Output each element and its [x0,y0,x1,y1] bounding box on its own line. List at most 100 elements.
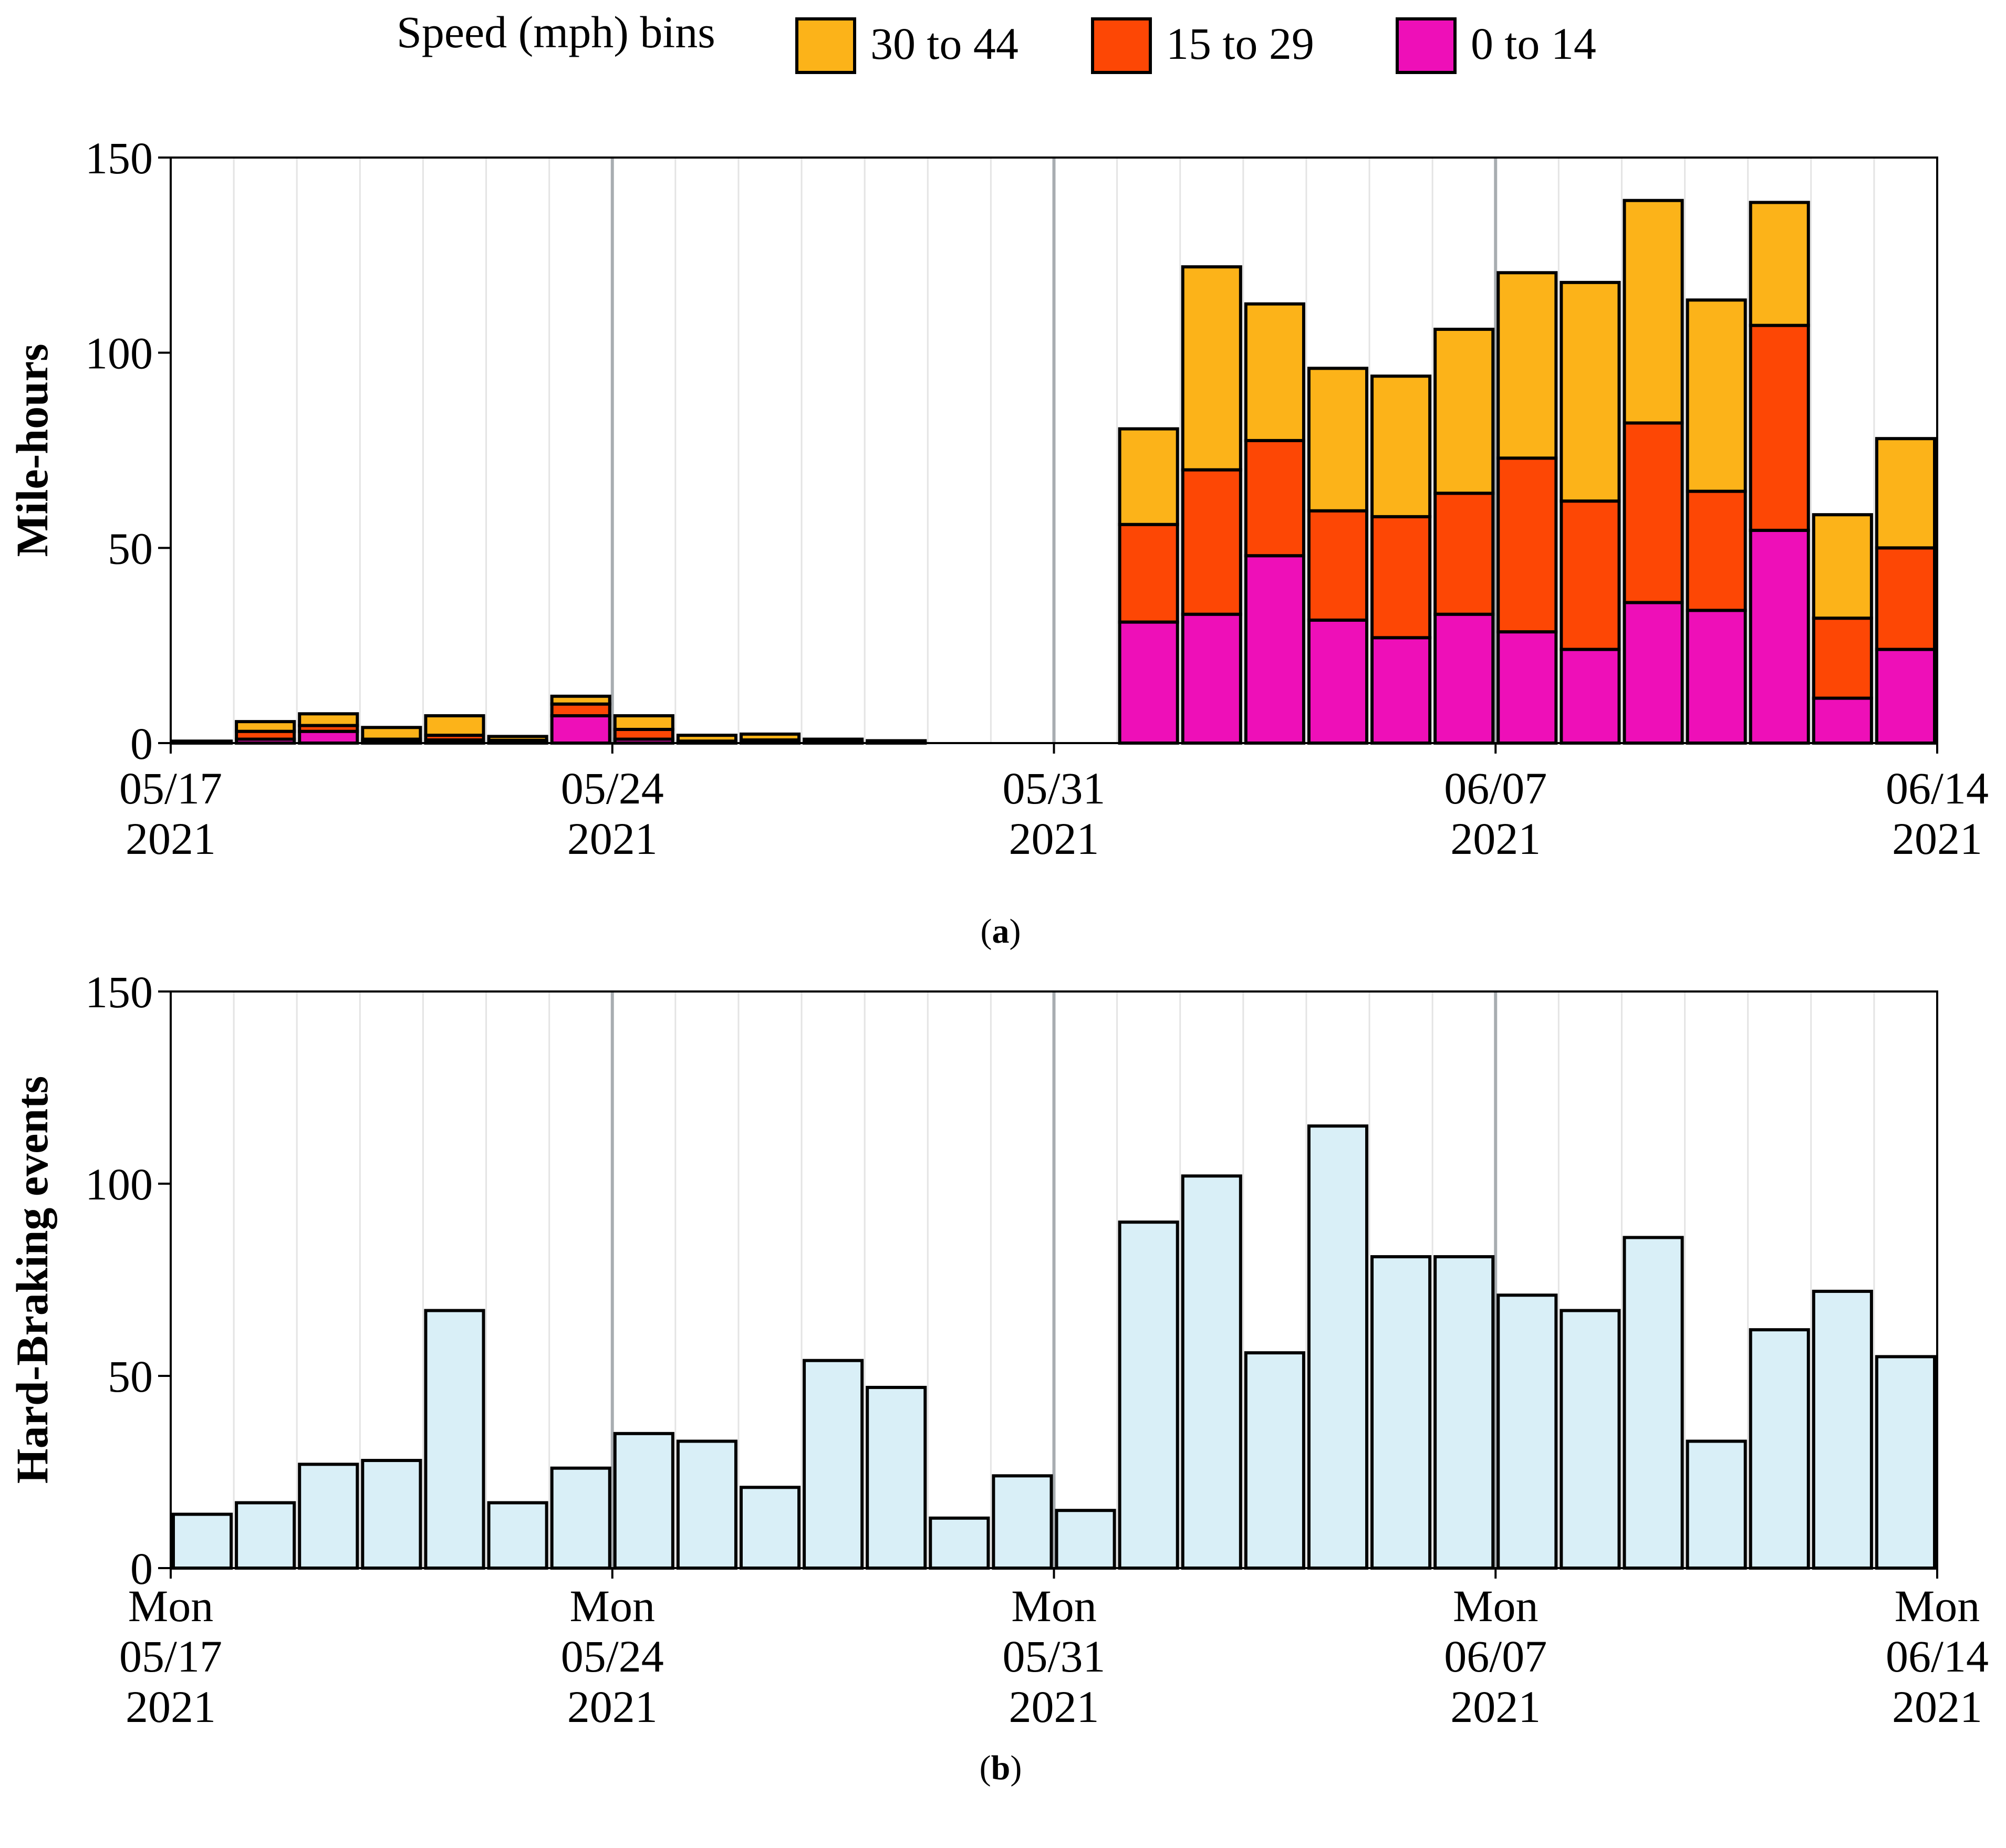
bar-2021-06-03 [1244,1351,1305,1570]
bar-2021-05-30 [992,1474,1053,1570]
bar-2021-06-09 [1623,1236,1684,1570]
bar-2021-06-02 [1181,1174,1242,1570]
x-tick-label-2021-06-07: 06/07 2021 [1444,763,1547,864]
bar-2021-06-04 [1307,1124,1369,1570]
bar-30-to-44-2021-06-05 [1370,374,1432,518]
y-tick-label: 50 [108,1351,153,1402]
bar-15-to-29-2021-06-03 [1244,438,1305,558]
bar-0-to-14-2021-06-05 [1370,636,1432,745]
bar-30-to-44-2021-05-25 [676,734,737,743]
bar-2021-05-20 [361,1459,422,1570]
x-tick-label-2021-05-31: Mon 05/31 2021 [1003,1581,1106,1732]
bar-30-to-44-2021-06-01 [1118,427,1179,526]
bar-2021-05-18 [235,1501,296,1570]
bar-2021-05-26 [739,1486,801,1570]
bar-30-to-44-2021-05-20 [361,726,422,741]
bar-0-to-14-2021-06-07 [1496,630,1558,745]
bar-2021-06-06 [1433,1255,1495,1570]
legend: Speed (mph) bins 30 to 44 15 to 29 0 to 14 [397,7,1596,74]
bar-2021-05-25 [676,1439,737,1570]
bar-0-to-14-2021-06-06 [1433,612,1495,745]
bar-2021-06-10 [1686,1439,1747,1570]
y-tick-label: 0 [130,1543,153,1594]
bar-2021-06-13 [1875,1355,1936,1570]
legend-swatch-3 [1396,17,1457,74]
bar-15-to-29-2021-06-02 [1181,468,1242,616]
bar-15-to-29-2021-06-13 [1875,546,1936,651]
y-axis-title: Hard-Braking events [7,1076,57,1484]
bar-30-to-44-2021-05-24 [613,714,674,731]
bar-30-to-44-2021-05-27 [803,737,864,744]
bar-0-to-14-2021-06-04 [1307,618,1369,745]
bar-30-to-44-2021-06-04 [1307,367,1369,513]
y-tick-label: 150 [85,133,153,183]
bar-0-to-14-2021-06-01 [1118,620,1179,745]
bar-0-to-14-2021-06-10 [1686,609,1747,745]
bar-30-to-44-2021-06-12 [1812,513,1873,620]
chart-panel-a: 0 50 100 150 05/17 2021 05/24 2021 05/31 2021 06/0… [7,133,1989,951]
x-tick-label-2021-05-17: 05/17 2021 [119,763,222,864]
y-tick-label: 50 [108,523,153,573]
bar-30-to-44-2021-05-23 [550,694,611,706]
bar-2021-06-08 [1560,1309,1621,1570]
panel-label: (a) [981,912,1021,951]
bar-30-to-44-2021-06-06 [1433,328,1495,495]
bar-15-to-29-2021-05-17 [172,739,233,744]
bar-30-to-44-2021-06-10 [1686,298,1747,493]
legend-title: Speed (mph) bins [397,7,715,57]
bar-0-to-14-2021-05-23 [550,714,611,745]
bar-30-to-44-2021-05-26 [739,732,801,742]
bar-2021-05-29 [929,1516,990,1570]
x-tick-label-2021-06-14: 06/14 2021 [1886,763,1989,864]
bar-2021-06-07 [1496,1293,1558,1570]
bar-0-to-14-2021-06-03 [1244,554,1305,745]
y-tick-label: 150 [85,967,153,1017]
bar-30-to-44-2021-05-18 [235,720,296,733]
y-tick-label: 0 [130,718,153,769]
bar-0-to-14-2021-06-08 [1560,648,1621,745]
bar-30-to-44-2021-06-02 [1181,265,1242,472]
bar-2021-06-11 [1749,1328,1810,1570]
bar-15-to-29-2021-06-07 [1496,456,1558,634]
bar-0-to-14-2021-06-13 [1875,648,1936,745]
bar-30-to-44-2021-05-21 [424,714,485,737]
bar-0-to-14-2021-06-09 [1623,601,1684,745]
bar-2021-06-01 [1118,1220,1179,1570]
bar-30-to-44-2021-05-19 [298,712,359,727]
bar-2021-05-22 [487,1501,548,1570]
x-tick-label-2021-05-24: 05/24 2021 [561,763,664,864]
bar-30-to-44-2021-06-09 [1623,199,1684,425]
bar-0-to-14-2021-06-12 [1812,696,1873,745]
y-tick-label: 100 [85,1159,153,1209]
legend-label-1: 30 to 44 [870,18,1018,69]
bar-2021-06-12 [1812,1289,1873,1570]
bar-15-to-29-2021-06-10 [1686,489,1747,612]
legend-label-2: 15 to 29 [1166,18,1314,69]
bar-30-to-44-2021-06-07 [1496,271,1558,460]
bar-15-to-29-2021-06-12 [1812,617,1873,700]
bar-2021-05-27 [803,1359,864,1570]
bar-2021-05-28 [866,1385,927,1570]
bar-30-to-44-2021-06-11 [1749,201,1810,327]
bar-15-to-29-2021-05-23 [550,702,611,717]
x-tick-label-2021-06-07: Mon 06/07 2021 [1444,1581,1547,1732]
bar-0-to-14-2021-05-19 [298,729,359,745]
bar-2021-05-23 [550,1466,611,1570]
bar-0-to-14-2021-06-02 [1181,612,1242,745]
bar-30-to-44-2021-06-13 [1875,437,1936,550]
chart-panel-b: 0 50 100 150 Mon 05/17 2021 Mon 05/24 2021 Mon 05/3… [7,967,1989,1787]
bar-15-to-29-2021-06-06 [1433,492,1495,616]
legend-swatch-1 [795,17,856,74]
bar-0-to-14-2021-06-11 [1749,528,1810,745]
x-tick-label-2021-05-31: 05/31 2021 [1003,763,1106,864]
bar-15-to-29-2021-06-04 [1307,509,1369,622]
bar-2021-05-17 [172,1512,233,1570]
x-tick-label-2021-05-24: Mon 05/24 2021 [561,1581,664,1732]
panel-label: (b) [980,1749,1022,1787]
y-tick-label: 100 [85,328,153,379]
y-axis-title: Mile-hours [7,343,57,557]
bar-2021-05-21 [424,1309,485,1570]
bar-15-to-29-2021-06-11 [1749,323,1810,532]
bar-2021-05-24 [613,1432,674,1570]
